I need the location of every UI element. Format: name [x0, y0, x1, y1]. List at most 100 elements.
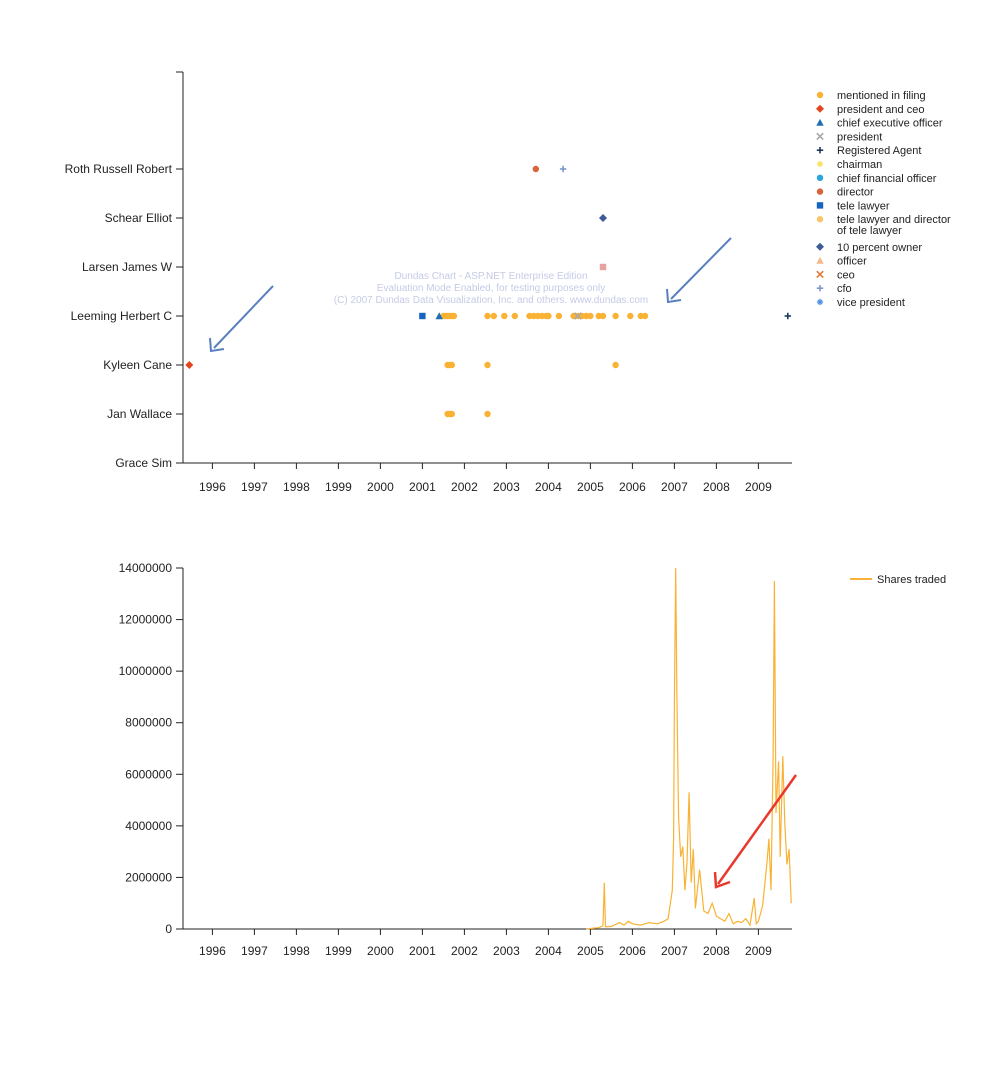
legend-marker-director	[816, 188, 824, 195]
legend-label-registered-agent: Registered Agent	[837, 145, 921, 157]
legend-label-officer: officer	[837, 256, 867, 268]
shares-legend: Shares traded	[850, 574, 946, 586]
legend-marker-ceo	[816, 270, 824, 279]
point-president-and-ceo-0	[185, 361, 194, 369]
people-legend: mentioned in filing president and ceo chie…	[816, 90, 951, 309]
legend-marker-president-and-ceo	[816, 104, 824, 113]
people-watermark: Dundas Chart - ASP.NET Enterprise Editio…	[334, 271, 648, 306]
people-y-label-jan-wallace: Jan Wallace	[107, 407, 172, 421]
legend-item-officer: officer	[816, 256, 867, 268]
people-x-label-1997: 1997	[241, 480, 268, 494]
people-y-label-kyleen-cane: Kyleen Cane	[103, 358, 172, 372]
point-mentioned-in-filing-35	[448, 410, 455, 418]
legend-item-10-percent-owner: 10 percent owner	[816, 242, 922, 254]
people-points	[185, 165, 791, 418]
people-y-label-leeming-herbert-c: Leeming Herbert C	[71, 309, 173, 323]
shares-traded-chart: 0 2000000 4000000 6000000 8000000 10000000 120…	[119, 561, 947, 958]
shares-x-label-2004: 2004	[535, 944, 562, 958]
legend-label-president: president	[837, 131, 882, 143]
point-mentioned-in-filing-6	[484, 312, 491, 320]
people-x-ticks: 1996 1997 1998 1999 2000 2001 2002 2003 2004 2005…	[199, 463, 772, 494]
legend-item-chief-financial-officer: chief financial officer	[816, 173, 937, 185]
people-y-label-grace-sim: Grace Sim	[115, 456, 172, 470]
blue-arrow-left	[209, 285, 274, 353]
watermark-line-1: Dundas Chart - ASP.NET Enterprise Editio…	[394, 271, 587, 282]
legend-marker-vice-president	[816, 298, 824, 306]
legend-marker-registered-agent	[816, 147, 824, 154]
people-y-label-roth-russell-robert: Roth Russell Robert	[65, 162, 173, 176]
people-x-label-1996: 1996	[199, 480, 226, 494]
shares-x-label-1999: 1999	[325, 944, 352, 958]
people-x-label-2004: 2004	[535, 480, 562, 494]
legend-item-president: president	[816, 131, 882, 143]
shares-x-ticks: 1996 1997 1998 1999 2000 2001 2002 2003 2004 2005…	[199, 929, 772, 958]
legend-marker-10-percent-owner	[816, 242, 824, 251]
shares-x-label-2001: 2001	[409, 944, 436, 958]
shares-y-label-2000000: 2000000	[125, 870, 172, 884]
watermark-line-2: Evaluation Mode Enabled, for testing pur…	[377, 283, 605, 294]
shares-x-label-2005: 2005	[577, 944, 604, 958]
legend-label-ceo: ceo	[837, 269, 855, 281]
shares-y-label-12000000: 12000000	[119, 613, 173, 627]
point-mentioned-in-filing-31	[484, 361, 491, 369]
legend-label-chief-executive-officer: chief executive officer	[837, 118, 943, 130]
people-x-label-2008: 2008	[703, 480, 730, 494]
red-arrow	[713, 774, 798, 889]
shares-y-label-10000000: 10000000	[119, 664, 173, 678]
point-mentioned-in-filing-9	[511, 312, 518, 320]
shares-y-label-14000000: 14000000	[119, 561, 173, 575]
legend-marker-president	[816, 132, 824, 141]
point-10-percent-owner-0	[599, 214, 607, 222]
legend-item-chairman: chairman	[816, 159, 882, 171]
shares-x-label-2008: 2008	[703, 944, 730, 958]
shares-traded-line	[586, 567, 792, 930]
shares-x-label-2007: 2007	[661, 944, 688, 958]
shares-x-label-2006: 2006	[619, 944, 646, 958]
shares-x-label-1998: 1998	[283, 944, 310, 958]
legend-label-director: director	[837, 187, 874, 199]
point-mentioned-in-filing-16	[555, 312, 563, 320]
people-x-label-2003: 2003	[493, 480, 520, 494]
people-x-label-1998: 1998	[283, 480, 310, 494]
people-x-label-2009: 2009	[745, 480, 772, 494]
people-x-label-2001: 2001	[409, 480, 436, 494]
legend-label-tele-lawyer-and-director-of-tele-lawyer: tele lawyer and director	[837, 214, 951, 226]
shares-x-label-1997: 1997	[241, 944, 268, 958]
shares-y-label-4000000: 4000000	[125, 819, 172, 833]
point-cfo-0	[559, 165, 567, 173]
legend-marker-officer	[816, 256, 824, 264]
point-mentioned-in-filing-21	[587, 312, 594, 320]
legend-marker-tele-lawyer	[816, 202, 824, 209]
legend-label-chairman: chairman	[837, 159, 882, 171]
watermark-line-3: (C) 2007 Dundas Data Visualization, Inc.…	[334, 295, 648, 306]
legend-marker-chairman	[816, 160, 824, 168]
legend-item-mentioned-in-filing: mentioned in filing	[816, 90, 926, 102]
shares-x-label-2000: 2000	[367, 944, 394, 958]
legend-item-chief-executive-officer: chief executive officer	[816, 118, 943, 130]
legend-label-president-and-ceo: president and ceo	[837, 104, 924, 116]
people-x-label-2002: 2002	[451, 480, 478, 494]
point-mentioned-in-filing-27	[641, 312, 649, 320]
point-director-0	[532, 165, 539, 173]
legend-label-chief-financial-officer: chief financial officer	[837, 173, 937, 185]
point-registered-agent-0	[784, 312, 791, 320]
people-x-label-2007: 2007	[661, 480, 688, 494]
point-chief-executive-officer-0	[435, 312, 443, 320]
legend-label-tele-lawyer: tele lawyer	[837, 200, 890, 212]
point-series-15-0	[599, 263, 607, 271]
legend-label-tele-lawyer-and-director-of-tele-lawyer-line-2: of tele lawyer	[837, 225, 902, 237]
legend-marker-chief-financial-officer	[816, 174, 824, 181]
legend-label-mentioned-in-filing: mentioned in filing	[837, 90, 926, 102]
legend-item-director: director	[816, 187, 874, 199]
point-mentioned-in-filing-5	[450, 312, 458, 320]
legend-label-10-percent-owner: 10 percent owner	[837, 242, 922, 254]
people-y-ticks: Grace Sim Jan Wallace Kyleen Cane Leeming H…	[65, 71, 183, 470]
people-x-label-2000: 2000	[367, 480, 394, 494]
legend-label-shares-traded: Shares traded	[877, 574, 946, 586]
point-tele-lawyer-0	[419, 312, 426, 320]
legend-marker-mentioned-in-filing	[816, 91, 824, 99]
shares-y-label-0: 0	[165, 922, 172, 936]
people-y-label-schear-elliot: Schear Elliot	[105, 211, 173, 225]
point-mentioned-in-filing-23	[599, 312, 607, 320]
